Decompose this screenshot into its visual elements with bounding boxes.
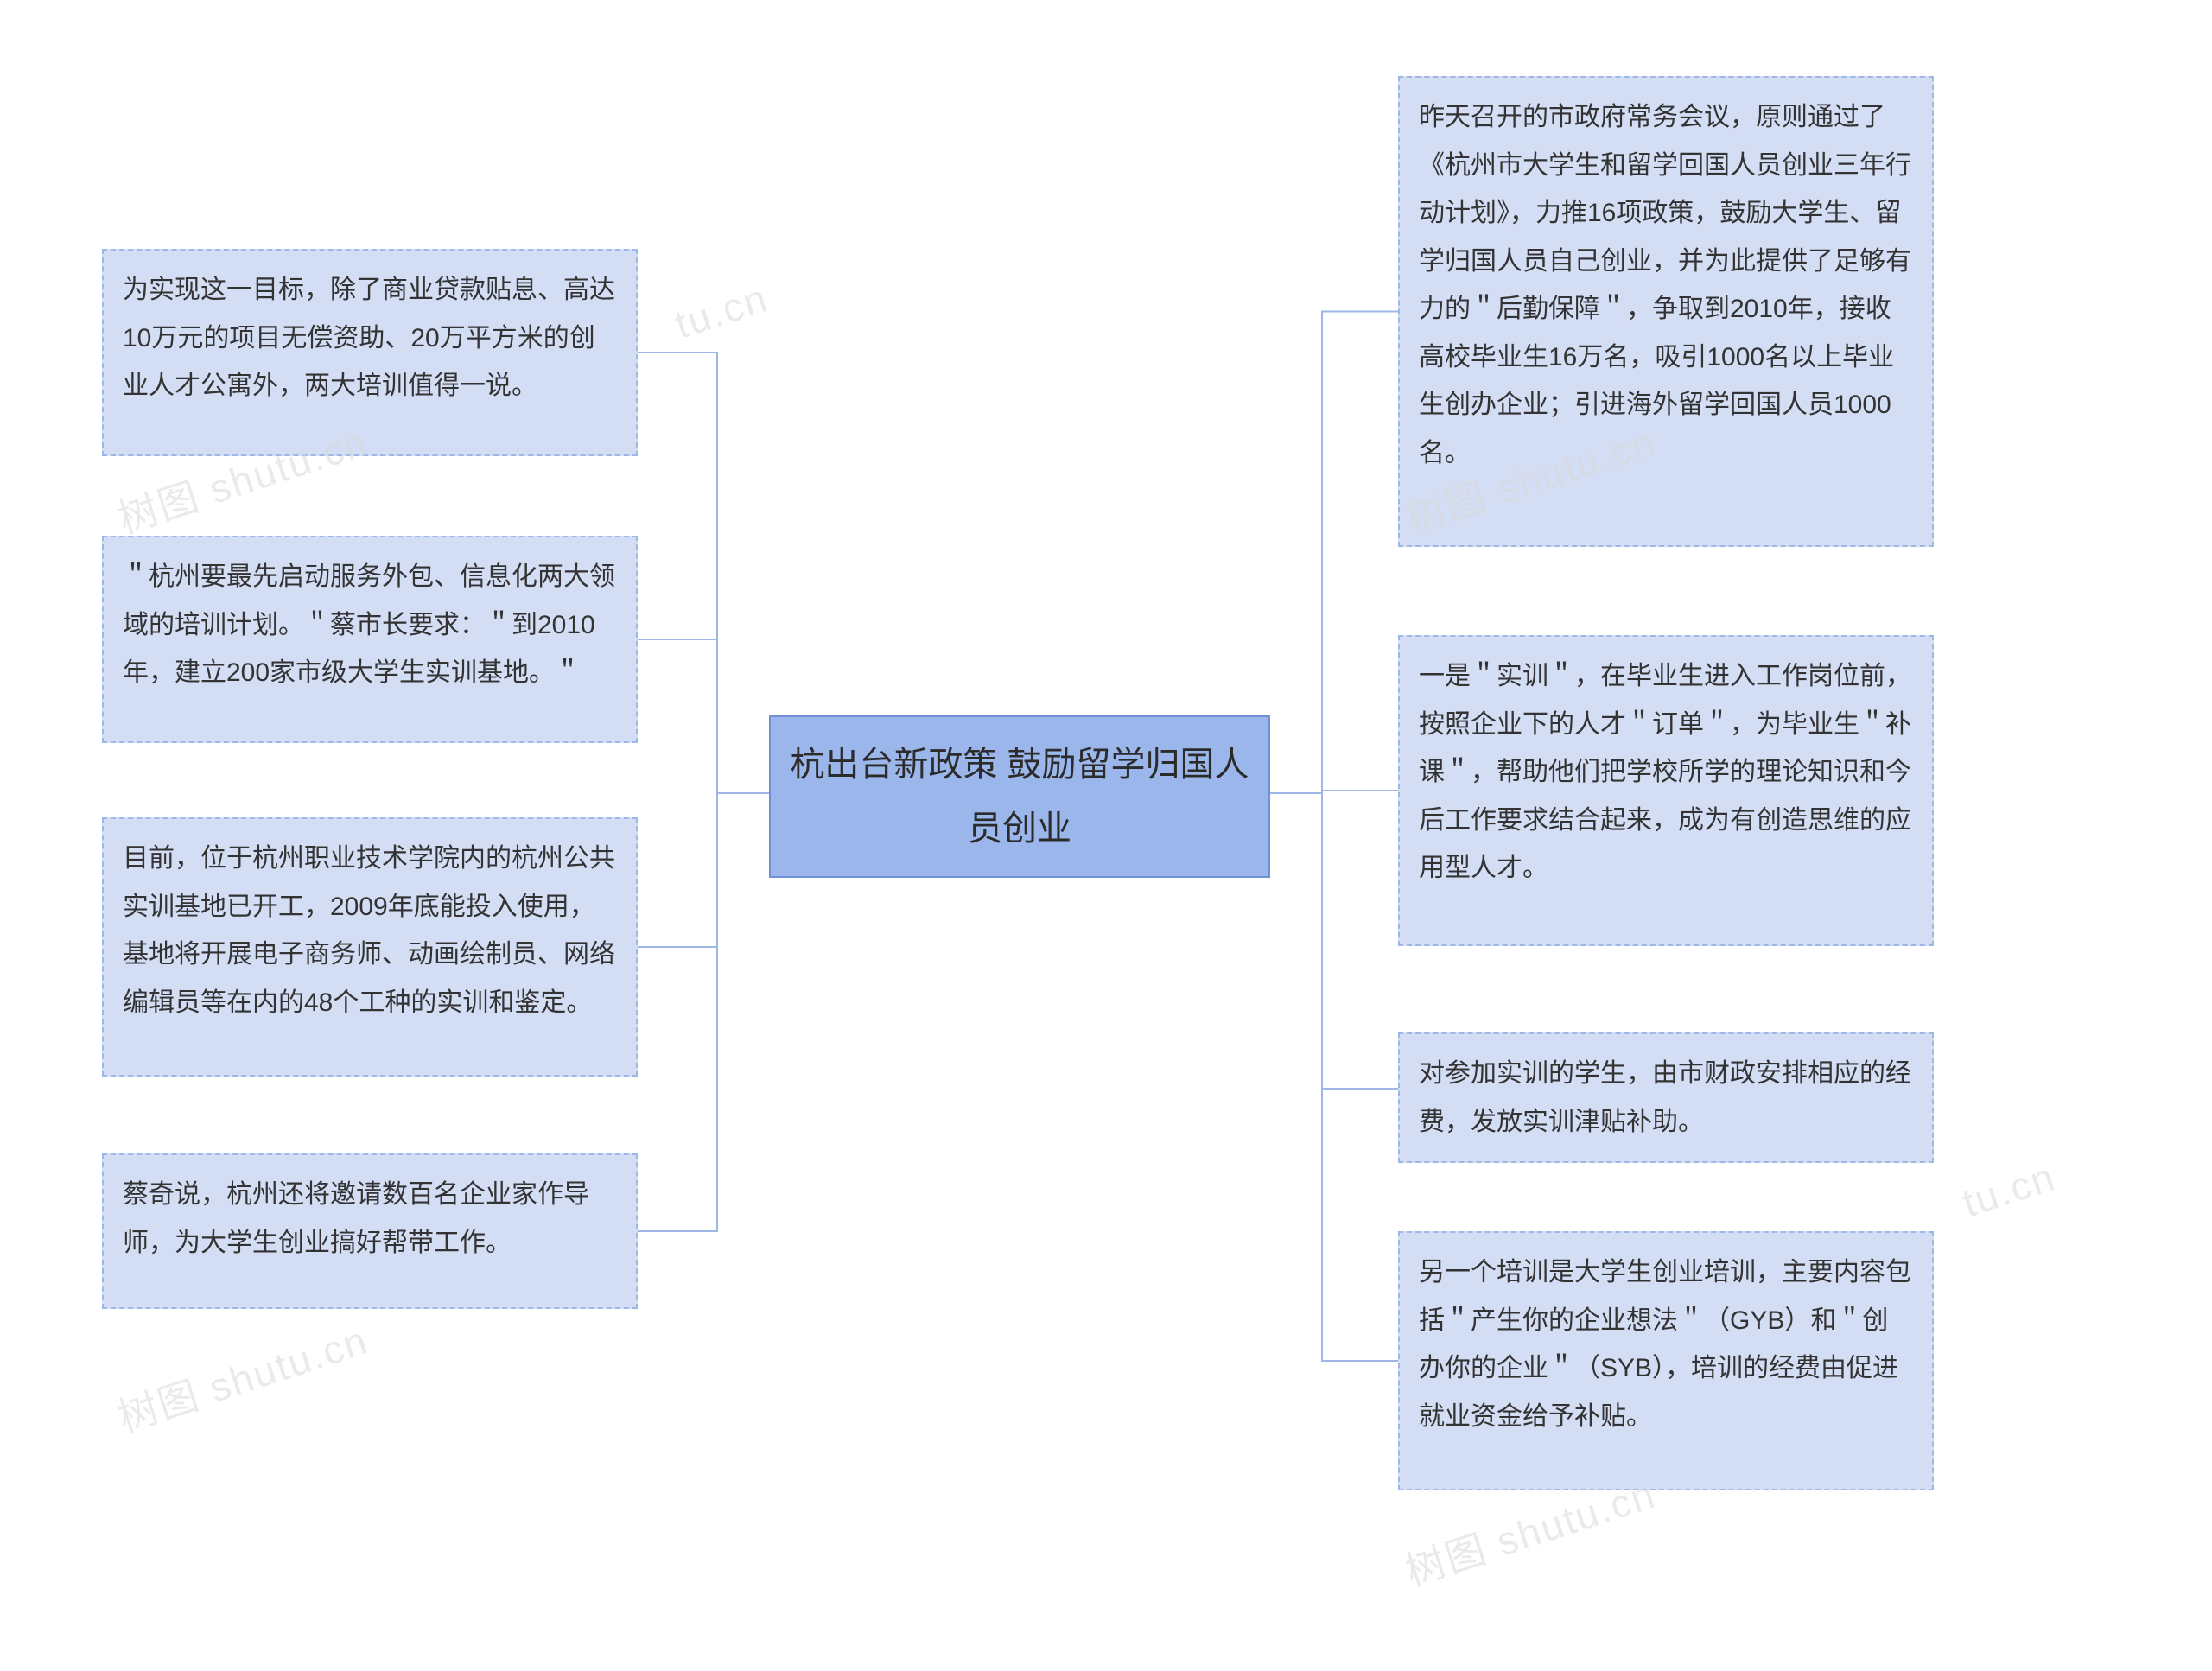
right-node-2-text: 对参加实训的学生，由市财政安排相应的经费，发放实训津贴补助。 bbox=[1419, 1059, 1911, 1136]
left-node-3-text: 蔡奇说，杭州还将邀请数百名企业家作导师，为大学生创业搞好帮带工作。 bbox=[123, 1180, 589, 1257]
right-node-2: 对参加实训的学生，由市财政安排相应的经费，发放实训津贴补助。 bbox=[1398, 1032, 1934, 1163]
left-node-1-text: ＂杭州要最先启动服务外包、信息化两大领域的培训计划。＂蔡市长要求：＂到2010年… bbox=[123, 562, 615, 687]
mindmap-center-node: 杭出台新政策 鼓励留学归国人员创业 bbox=[769, 715, 1270, 878]
left-node-0-text: 为实现这一目标，除了商业贷款贴息、高达10万元的项目无偿资助、20万平方米的创业… bbox=[123, 276, 615, 400]
right-node-0: 昨天召开的市政府常务会议，原则通过了《杭州市大学生和留学回国人员创业三年行动计划… bbox=[1398, 76, 1934, 547]
watermark: tu.cn bbox=[1956, 1153, 2061, 1226]
watermark: tu.cn bbox=[669, 274, 773, 347]
right-node-3: 另一个培训是大学生创业培训，主要内容包括＂产生你的企业想法＂（GYB）和＂创办你… bbox=[1398, 1231, 1934, 1490]
left-node-2: 目前，位于杭州职业技术学院内的杭州公共实训基地已开工，2009年底能投入使用，基… bbox=[102, 817, 638, 1077]
left-node-3: 蔡奇说，杭州还将邀请数百名企业家作导师，为大学生创业搞好帮带工作。 bbox=[102, 1153, 638, 1309]
right-node-0-text: 昨天召开的市政府常务会议，原则通过了《杭州市大学生和留学回国人员创业三年行动计划… bbox=[1419, 103, 1911, 467]
left-node-0: 为实现这一目标，除了商业贷款贴息、高达10万元的项目无偿资助、20万平方米的创业… bbox=[102, 249, 638, 456]
center-node-text: 杭出台新政策 鼓励留学归国人员创业 bbox=[790, 733, 1249, 861]
right-node-1-text: 一是＂实训＂，在毕业生进入工作岗位前，按照企业下的人才＂订单＂，为毕业生＂补课＂… bbox=[1419, 662, 1911, 882]
left-node-1: ＂杭州要最先启动服务外包、信息化两大领域的培训计划。＂蔡市长要求：＂到2010年… bbox=[102, 536, 638, 743]
left-node-2-text: 目前，位于杭州职业技术学院内的杭州公共实训基地已开工，2009年底能投入使用，基… bbox=[123, 844, 615, 1017]
watermark: 树图 shutu.cn bbox=[110, 1309, 374, 1444]
right-node-3-text: 另一个培训是大学生创业培训，主要内容包括＂产生你的企业想法＂（GYB）和＂创办你… bbox=[1419, 1258, 1911, 1431]
right-node-1: 一是＂实训＂，在毕业生进入工作岗位前，按照企业下的人才＂订单＂，为毕业生＂补课＂… bbox=[1398, 635, 1934, 946]
